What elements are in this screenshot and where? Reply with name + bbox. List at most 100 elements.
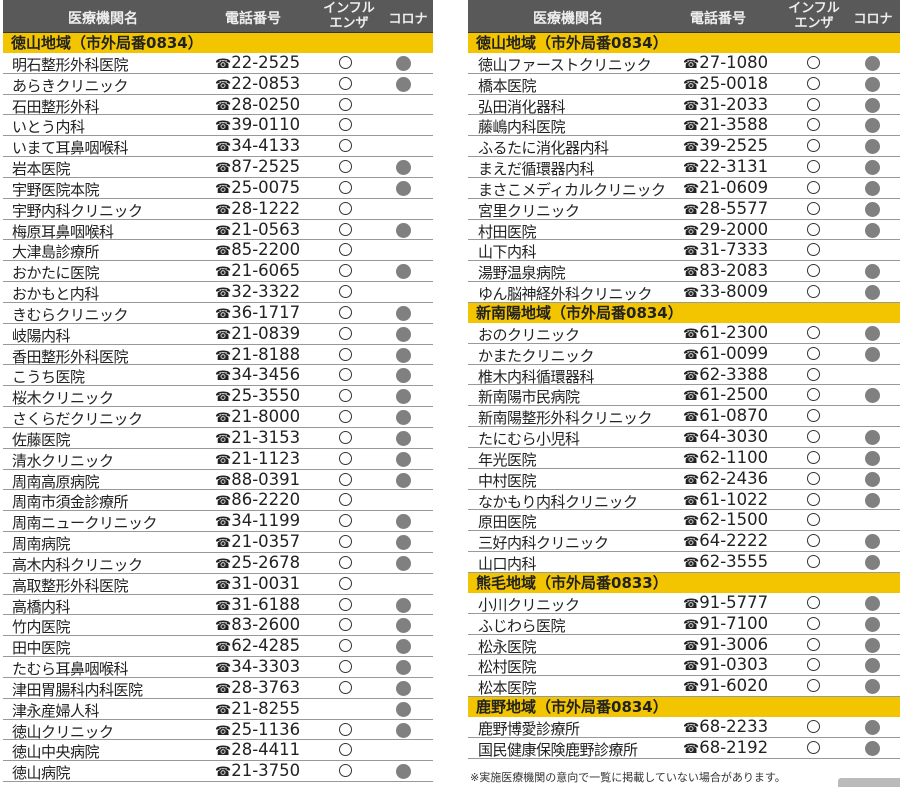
phone-icon: ☎ [215,411,232,427]
section-header: 鹿野地域（市外局番0834） [468,697,900,718]
header-corona: コロナ [388,12,428,27]
phone-number: ☎31-0031 [215,574,300,593]
table-row: 香田整形外科医院 ☎21-8188 [3,345,433,366]
table-row: 宮里クリニック ☎28-5577 [468,199,900,220]
footnote: ※実施医療機関の意向で一覧に掲載していない場合があります。 [470,771,786,784]
phone-number: ☎34-1199 [215,511,300,530]
table-row: 明石整形外科医院 ☎22-2525 [3,53,433,74]
phone-text: 68-2192 [699,737,769,757]
phone-text: 33-8009 [699,282,769,302]
clinic-name: 石田整形外科 [12,97,100,116]
phone-text: 34-4133 [231,136,301,156]
table-row: ふるたに消化器内科 ☎39-2525 [468,136,900,157]
corona-filled-circle-icon [865,285,880,301]
clinic-name: たにむら小児科 [478,430,580,449]
phone-number: ☎86-2220 [215,490,300,509]
phone-icon: ☎ [683,451,700,467]
phone-text: 64-2222 [699,531,769,551]
phone-number: ☎21-0839 [215,324,300,343]
corona-filled-circle-icon [865,222,880,238]
phone-icon: ☎ [215,473,232,489]
phone-number: ☎62-3555 [683,552,768,571]
phone-text: 21-6065 [231,261,301,281]
phone-text: 62-1500 [699,510,769,530]
corona-filled-circle-icon [396,160,411,176]
influenza-open-circle-icon [807,513,820,527]
influenza-open-circle-icon [807,264,820,278]
influenza-open-circle-icon [339,56,352,69]
phone-number: ☎28-1222 [215,199,300,218]
table-row: 佐藤医院 ☎21-3153 [3,428,433,449]
phone-text: 31-6188 [231,594,301,614]
clinic-name: 徳山ファーストクリニック [478,56,652,74]
phone-text: 91-6020 [699,676,769,696]
corona-filled-circle-icon [865,492,880,508]
phone-icon: ☎ [683,161,700,177]
phone-number: ☎91-7100 [683,614,768,633]
influenza-open-circle-icon [339,222,352,236]
clinic-table-right: 医療機関名 電話番号 インフル エンザ コロナ 徳山地域（市外局番0834） 徳山ファースト… [468,0,900,759]
corona-filled-circle-icon [396,597,411,613]
phone-icon: ☎ [683,596,700,612]
clinic-name: 大津島診療所 [12,243,100,262]
phone-text: 62-1100 [699,447,769,467]
phone-icon: ☎ [215,536,232,552]
table-row: 高橋内科 ☎31-6188 [3,595,433,616]
corona-filled-circle-icon [396,389,411,405]
clinic-name: きむらクリニック [12,305,129,324]
table-row: おのクリニック ☎61-2300 [468,323,900,344]
clinic-name: 津田胃腸科内科医院 [12,680,143,699]
table-row: 新南陽市民病院 ☎61-2500 [468,385,900,406]
corona-filled-circle-icon [865,740,880,756]
corona-filled-circle-icon [396,264,411,280]
influenza-open-circle-icon [339,576,352,590]
phone-icon: ☎ [683,431,700,447]
influenza-open-circle-icon [339,368,352,382]
table-row: 清水クリニック ☎21-1123 [3,449,433,470]
phone-number: ☎21-8188 [215,345,300,364]
table-row: 周南市須金診療所 ☎86-2220 [3,490,433,511]
phone-icon: ☎ [215,161,232,177]
phone-icon: ☎ [683,680,700,696]
phone-text: 64-3030 [699,427,769,447]
influenza-open-circle-icon [339,97,352,111]
phone-number: ☎28-5577 [683,199,768,218]
table-row: なかもり内科クリニック ☎61-1022 [468,490,900,511]
influenza-open-circle-icon [339,535,352,549]
influenza-open-circle-icon [339,639,352,653]
influenza-open-circle-icon [339,243,352,257]
phone-icon: ☎ [683,410,700,426]
phone-text: 61-0099 [699,343,769,363]
corona-filled-circle-icon [865,555,880,571]
phone-icon: ☎ [215,244,232,260]
phone-icon: ☎ [683,368,700,384]
phone-icon: ☎ [215,306,232,322]
clinic-name: 明石整形外科医院 [12,56,129,74]
influenza-open-circle-icon [339,764,352,778]
phone-text: 21-1123 [231,448,301,468]
influenza-open-circle-icon [339,743,352,757]
clinic-name: 岐陽内科 [12,326,71,345]
clinic-table-left: 医療機関名 電話番号 インフル エンザ コロナ 徳山地域（市外局番0834） 明石整形外科医… [3,0,433,782]
phone-icon: ☎ [215,223,232,239]
phone-number: ☎27-1080 [683,53,768,72]
corona-filled-circle-icon [865,720,880,736]
phone-icon: ☎ [683,202,700,218]
influenza-open-circle-icon [339,410,352,424]
table-row: 石田整形外科 ☎28-0250 [3,95,433,116]
table-row: 山口内科 ☎62-3555 [468,552,900,573]
phone-text: 91-5777 [699,592,769,612]
influenza-open-circle-icon [807,555,820,569]
clinic-name: 橋本医院 [478,76,537,95]
clinic-name: 津永産婦人科 [12,701,100,720]
header-influenza-line2: エンザ [329,16,369,31]
influenza-open-circle-icon [807,180,820,194]
corona-filled-circle-icon [396,639,411,655]
phone-text: 21-3588 [699,115,769,135]
table-row: 小川クリニック ☎91-5777 [468,593,900,614]
phone-icon: ☎ [215,765,232,781]
corona-filled-circle-icon [865,471,880,487]
clinic-name: 国民健康保険鹿野診療所 [478,740,638,759]
header-influenza-line2: エンザ [794,16,834,31]
corona-filled-circle-icon [396,56,411,71]
